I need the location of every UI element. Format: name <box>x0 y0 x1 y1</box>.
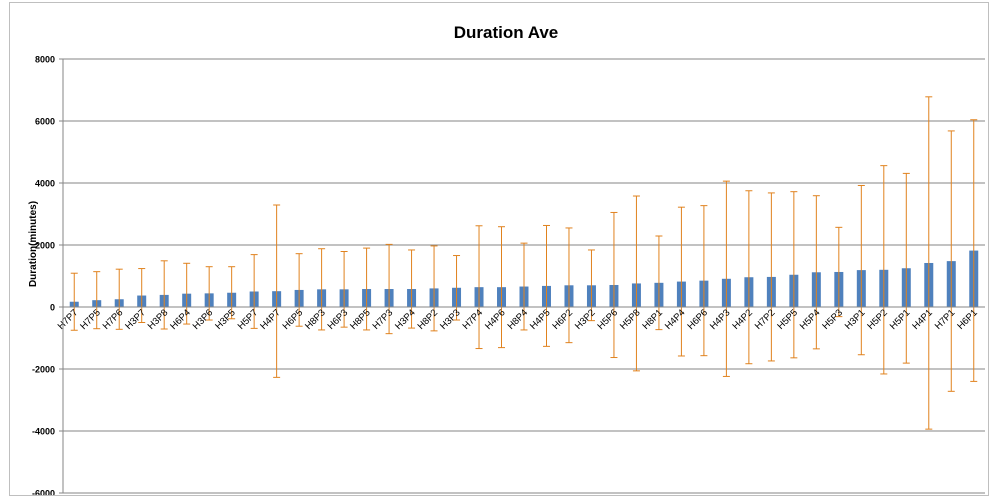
y-axis-label: Duration(minutes) <box>28 201 39 287</box>
y-axis-ticks: -6000 -4000 -2000 0 2000 4000 6000 8000 <box>32 55 63 499</box>
y-tick-label: 6000 <box>35 117 55 127</box>
x-tick-label: H7P4 <box>461 307 486 332</box>
x-tick-label: H4P2 <box>730 307 755 332</box>
error-bar-h3p4 <box>408 249 416 329</box>
x-tick-label: H7P7 <box>56 307 81 332</box>
x-tick-label: H5P8 <box>618 307 643 332</box>
x-tick-label: H5P2 <box>865 307 890 332</box>
x-tick-label: H5P1 <box>888 307 913 332</box>
x-tick-label: H7P3 <box>371 307 396 332</box>
error-bar-h3p1 <box>857 184 865 356</box>
y-tick-label: -6000 <box>32 489 55 496</box>
error-bar-h6p4 <box>183 262 191 325</box>
error-bar-h8p5 <box>363 247 371 331</box>
axes <box>62 59 985 493</box>
x-tick-label: H3P8 <box>146 307 171 332</box>
x-tick-label: H7P6 <box>101 307 126 332</box>
error-bar-h3p8 <box>160 260 168 330</box>
x-tick-label: H4P6 <box>483 307 508 332</box>
error-bar-h3p3 <box>453 255 461 321</box>
x-tick-label: H4P5 <box>528 307 553 332</box>
error-bar-h4p6 <box>498 226 506 349</box>
x-tick-label: H5P5 <box>775 307 800 332</box>
x-tick-label: H6P4 <box>168 307 193 332</box>
chart-frame: Duration Ave Duration(minutes) -6000 -400… <box>9 2 989 499</box>
error-bar-h4p4 <box>677 206 685 357</box>
x-tick-label: H6P1 <box>955 307 980 332</box>
error-bar-h7p5 <box>93 271 101 330</box>
error-bar-h3p2 <box>587 249 595 322</box>
y-tick-label: 8000 <box>35 55 55 65</box>
error-bar-h5p7 <box>250 254 258 329</box>
error-bar-h3p7 <box>138 268 146 323</box>
error-bar-h7p2 <box>767 192 775 362</box>
x-tick-label: H4P4 <box>663 307 688 332</box>
y-tick-label: 4000 <box>35 179 55 189</box>
y-tick-label: 0 <box>50 303 55 313</box>
chart-title: Duration Ave <box>454 23 559 42</box>
x-tick-label: H4P3 <box>708 307 733 332</box>
x-tick-label: H3P1 <box>843 307 868 332</box>
error-bar-h4p2 <box>745 190 753 365</box>
error-bar-h6p1 <box>970 119 978 382</box>
error-bar-h4p3 <box>722 180 730 377</box>
x-tick-label: H8P1 <box>640 307 665 332</box>
error-bar-h5p2 <box>880 165 888 375</box>
x-tick-label: H6P5 <box>281 307 306 332</box>
x-tick-label: H4P1 <box>910 307 935 332</box>
error-bar-h7p3 <box>385 243 393 335</box>
x-tick-label: H3P7 <box>123 307 148 332</box>
error-bar-h4p7 <box>273 204 281 378</box>
x-axis-ticks: H7P7H7P5H7P6H3P7H3P8H6P4H3P6H3P5H5P7H4P7… <box>56 307 980 332</box>
error-bar-h6p6 <box>700 205 708 357</box>
error-bar-h5p5 <box>790 191 798 359</box>
error-bar-h7p6 <box>115 268 123 330</box>
x-tick-label: H8P4 <box>506 307 531 332</box>
x-tick-label: H7P1 <box>933 307 958 332</box>
error-bar-h7p7 <box>70 272 78 331</box>
error-bar-h3p6 <box>205 266 213 321</box>
error-bar-h8p2 <box>430 245 438 332</box>
x-tick-label: H8P5 <box>348 307 373 332</box>
x-tick-label: H4P7 <box>258 307 283 332</box>
error-bar-h8p4 <box>520 242 528 331</box>
x-tick-label: H6P6 <box>685 307 710 332</box>
x-tick-label: H6P3 <box>326 307 351 332</box>
error-bars <box>70 96 978 430</box>
error-bar-h5p6 <box>610 211 618 359</box>
error-bar-h6p3 <box>340 251 348 328</box>
y-tick-label: 2000 <box>35 241 55 251</box>
x-tick-label: H5P4 <box>798 307 823 332</box>
bar-chart: Duration Ave Duration(minutes) -6000 -400… <box>28 23 985 499</box>
error-bar-h6p5 <box>295 253 303 327</box>
x-tick-label: H8P2 <box>416 307 441 332</box>
x-tick-label: H3P2 <box>573 307 598 332</box>
error-bar-h5p4 <box>812 195 820 350</box>
y-tick-label: -2000 <box>32 365 55 375</box>
error-bar-h8p1 <box>655 235 663 331</box>
error-bar-h4p5 <box>542 224 550 347</box>
error-bar-h4p1 <box>925 96 933 430</box>
x-tick-label: H5P3 <box>820 307 845 332</box>
x-tick-label: H7P2 <box>753 307 778 332</box>
error-bar-h6p2 <box>565 227 573 344</box>
x-tick-label: H3P5 <box>213 307 238 332</box>
error-bar-h5p1 <box>902 172 910 364</box>
y-tick-label: -4000 <box>32 427 55 437</box>
error-bar-h7p4 <box>475 225 483 350</box>
x-tick-label: H5P6 <box>595 307 620 332</box>
error-bar-h3p5 <box>228 266 236 320</box>
error-bar-h5p3 <box>835 226 843 318</box>
error-bar-h5p8 <box>632 195 640 372</box>
error-bar-h8p3 <box>318 248 326 331</box>
x-tick-label: H8P3 <box>303 307 328 332</box>
x-tick-label: H6P2 <box>551 307 576 332</box>
error-bar-h7p1 <box>947 130 955 392</box>
